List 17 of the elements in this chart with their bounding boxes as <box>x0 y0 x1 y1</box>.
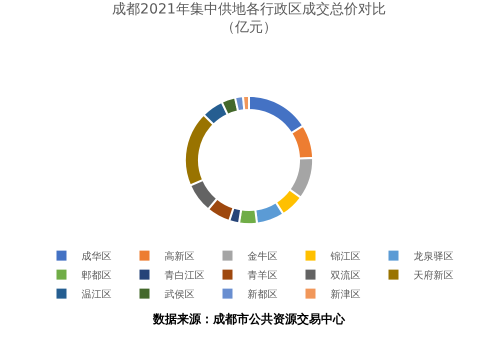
chart-subtitle: （亿元） <box>221 20 277 36</box>
legend-label: 新都区 <box>248 288 278 300</box>
legend-label: 温江区 <box>82 288 112 300</box>
legend-label: 锦江区 <box>330 250 360 262</box>
chart-title: 成都2021年集中供地各行政区成交总价对比 <box>112 2 386 18</box>
legend-label: 高新区 <box>164 250 194 262</box>
source-note: 数据来源：成都市公共资源交易中心 <box>152 312 346 326</box>
legend-label: 武侯区 <box>164 288 194 300</box>
legend-label: 双流区 <box>330 269 360 282</box>
legend-label: 龙泉驿区 <box>414 250 454 262</box>
legend-label: 金牛区 <box>248 250 278 262</box>
legend-label: 新津区 <box>330 288 360 300</box>
legend-label: 青羊区 <box>248 269 278 282</box>
legend-label: 天府新区 <box>414 269 454 282</box>
legend-label: 成华区 <box>82 250 112 262</box>
legend-label: 郫都区 <box>82 269 112 282</box>
legend-label: 青白江区 <box>164 269 204 282</box>
